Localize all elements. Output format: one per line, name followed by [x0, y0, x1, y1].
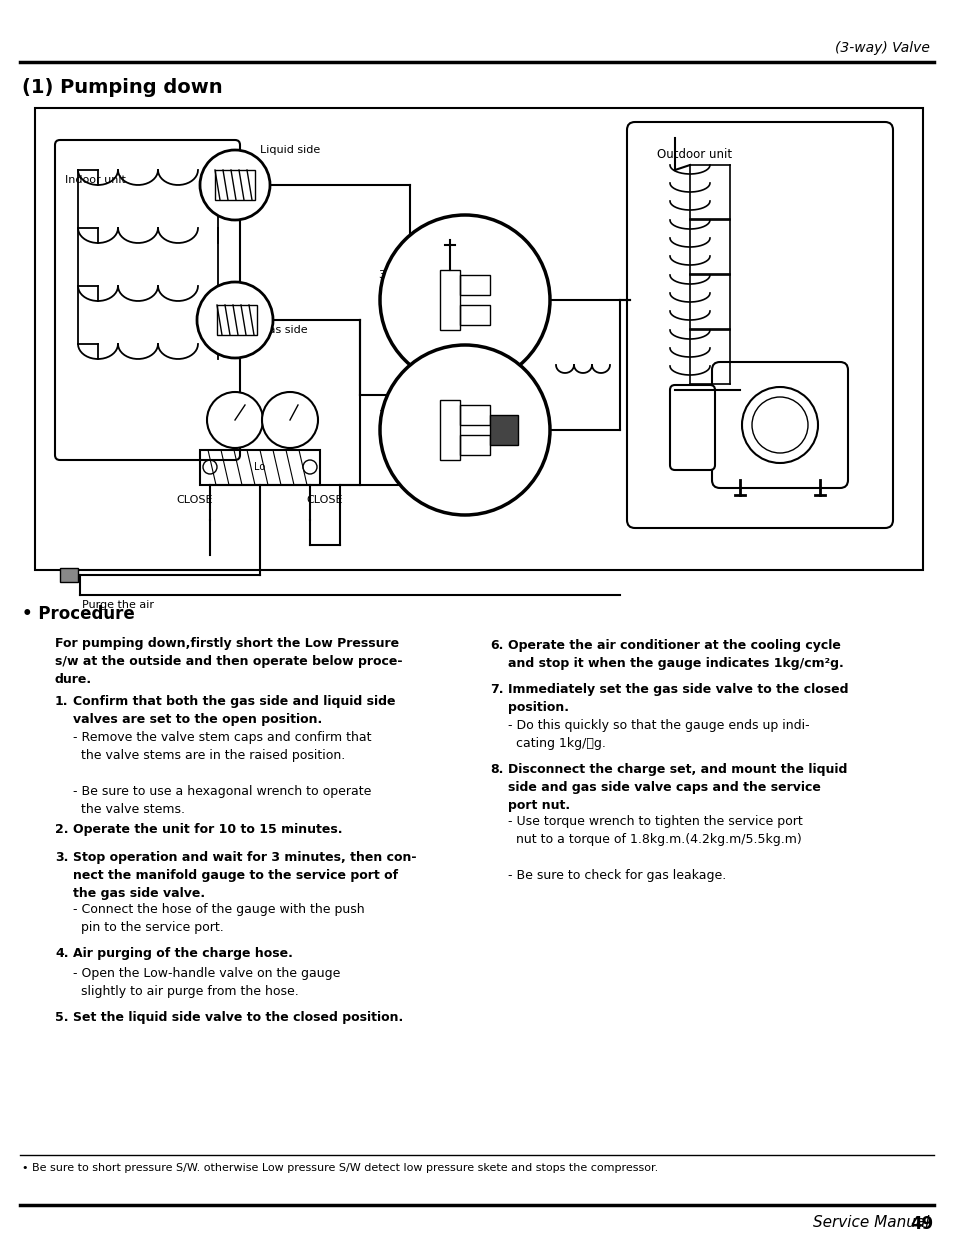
Text: 1.: 1. — [55, 695, 69, 709]
Text: Indoor unit: Indoor unit — [65, 175, 126, 185]
Text: (1) Pumping down: (1) Pumping down — [22, 78, 222, 97]
Text: Service Manual: Service Manual — [813, 1214, 929, 1231]
Text: 6.: 6. — [490, 639, 503, 653]
Text: 49: 49 — [910, 1214, 933, 1233]
Bar — [459, 435, 490, 455]
Text: - Use torque wrench to tighten the service port
  nut to a torque of 1.8kg.m.(4.: - Use torque wrench to tighten the servi… — [507, 815, 801, 883]
Text: Air purging of the charge hose.: Air purging of the charge hose. — [73, 947, 293, 960]
Circle shape — [200, 150, 270, 220]
Circle shape — [379, 215, 550, 385]
Bar — [439, 270, 459, 329]
Circle shape — [751, 397, 807, 452]
Text: • Procedure: • Procedure — [22, 605, 134, 623]
Circle shape — [207, 392, 263, 447]
Circle shape — [196, 282, 273, 358]
Text: CLOSE: CLOSE — [176, 495, 213, 505]
Text: 3.: 3. — [55, 851, 69, 864]
Text: Immediately set the gas side valve to the closed
position.: Immediately set the gas side valve to th… — [507, 682, 847, 713]
Text: valve: valve — [379, 285, 410, 295]
Bar — [200, 450, 319, 485]
Circle shape — [262, 392, 317, 447]
Text: For pumping down,firstly short the Low Pressure
s/w at the outside and then oper: For pumping down,firstly short the Low P… — [55, 636, 402, 686]
Bar — [459, 305, 490, 324]
Text: (3-way) Valve: (3-way) Valve — [834, 41, 929, 55]
Text: Confirm that both the gas side and liquid side
valves are set to the open positi: Confirm that both the gas side and liqui… — [73, 695, 395, 726]
Circle shape — [741, 387, 817, 462]
Bar — [490, 415, 517, 445]
Text: 3-Way: 3-Way — [377, 270, 412, 280]
Text: Outdoor unit: Outdoor unit — [657, 148, 732, 162]
Bar — [459, 275, 490, 295]
Text: Liquid side: Liquid side — [260, 145, 320, 155]
Text: 5.: 5. — [55, 1011, 69, 1024]
Bar — [214, 170, 254, 200]
Text: - Do this quickly so that the gauge ends up indi-
  cating 1kg/㎢g.: - Do this quickly so that the gauge ends… — [507, 718, 809, 750]
Bar — [459, 405, 490, 425]
Text: Disconnect the charge set, and mount the liquid
side and gas side valve caps and: Disconnect the charge set, and mount the… — [507, 763, 846, 812]
Bar — [35, 108, 923, 571]
Text: Lo: Lo — [254, 462, 265, 472]
Text: 8.: 8. — [490, 763, 503, 776]
Text: • Be sure to short pressure S/W. otherwise Low pressure S/W detect low pressure : • Be sure to short pressure S/W. otherwi… — [22, 1163, 658, 1173]
Text: - Connect the hose of the gauge with the push
  pin to the service port.: - Connect the hose of the gauge with the… — [73, 902, 364, 933]
Text: Set the liquid side valve to the closed position.: Set the liquid side valve to the closed … — [73, 1011, 403, 1024]
FancyBboxPatch shape — [669, 385, 714, 470]
Text: Closed: Closed — [445, 348, 484, 362]
Circle shape — [379, 346, 550, 515]
Text: Purge the air: Purge the air — [82, 600, 153, 610]
Text: Gas side: Gas side — [260, 324, 307, 336]
Text: valve: valve — [379, 425, 410, 435]
Text: Open: Open — [449, 214, 480, 226]
FancyBboxPatch shape — [55, 140, 240, 460]
FancyBboxPatch shape — [626, 122, 892, 528]
Text: 2.: 2. — [55, 823, 69, 837]
Bar — [216, 305, 256, 336]
Text: Stop operation and wait for 3 minutes, then con-
nect the manifold gauge to the : Stop operation and wait for 3 minutes, t… — [73, 851, 416, 900]
Bar — [439, 400, 459, 460]
Text: 4.: 4. — [55, 947, 69, 960]
Text: - Remove the valve stem caps and confirm that
  the valve stems are in the raise: - Remove the valve stem caps and confirm… — [73, 731, 371, 815]
Text: Operate the unit for 10 to 15 minutes.: Operate the unit for 10 to 15 minutes. — [73, 823, 342, 837]
Text: - Open the Low-handle valve on the gauge
  slightly to air purge from the hose.: - Open the Low-handle valve on the gauge… — [73, 967, 340, 998]
Text: Operate the air conditioner at the cooling cycle
and stop it when the gauge indi: Operate the air conditioner at the cooli… — [507, 639, 842, 670]
FancyBboxPatch shape — [711, 362, 847, 488]
Text: CLOSE: CLOSE — [307, 495, 343, 505]
Text: 3-Way: 3-Way — [377, 410, 412, 420]
Text: 7.: 7. — [490, 682, 503, 696]
Bar — [60, 568, 78, 582]
